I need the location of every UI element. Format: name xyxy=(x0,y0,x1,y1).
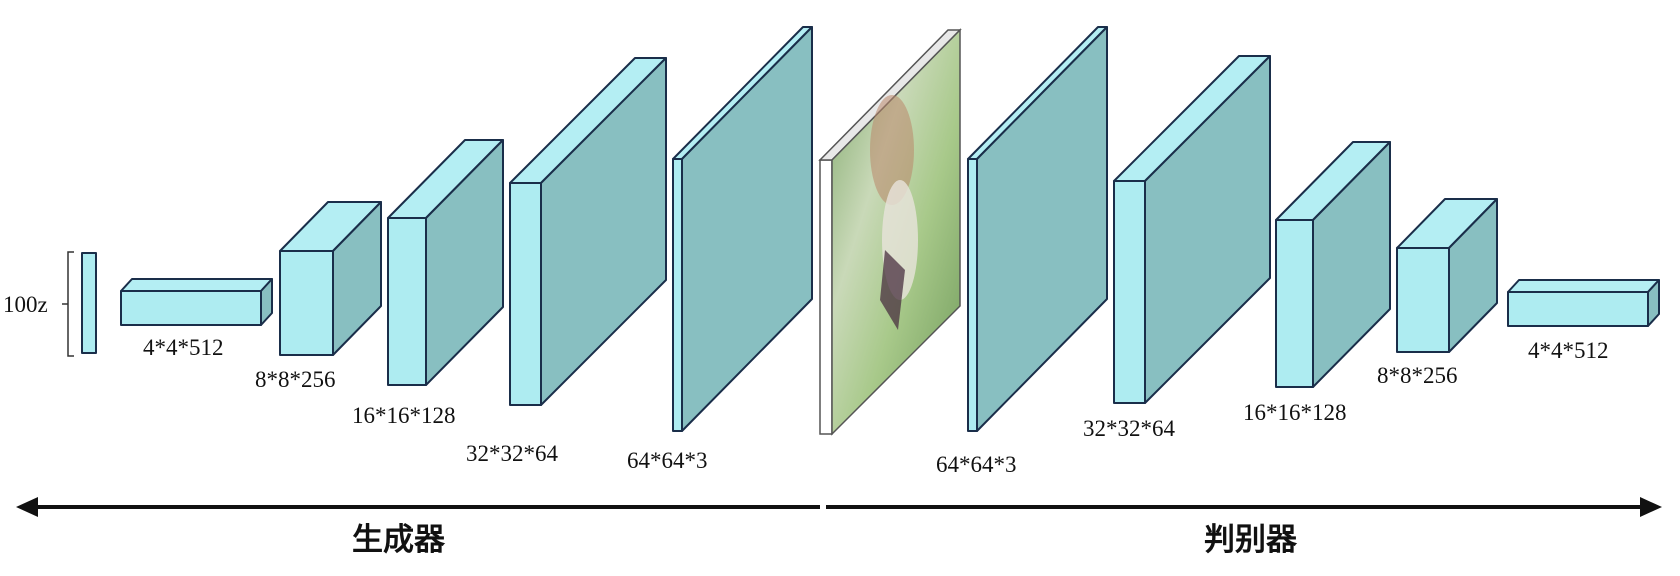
gen-layer-2-block xyxy=(279,201,382,356)
gen-layer-1-block xyxy=(120,278,273,326)
gen-layer-4-label: 32*32*64 xyxy=(466,441,559,466)
disc-layer-2-block xyxy=(1113,55,1271,404)
gen-layer-5-label: 64*64*3 xyxy=(627,448,708,473)
discriminator-layers xyxy=(967,26,1660,432)
generator-layers xyxy=(120,26,813,432)
disc-layer-2-label: 32*32*64 xyxy=(1083,416,1176,441)
input-bracket xyxy=(67,251,74,357)
gen-layer-3-label: 16*16*128 xyxy=(352,403,456,428)
generator-layer-labels: 4*4*512 8*8*256 16*16*128 32*32*64 64*64… xyxy=(143,335,708,473)
input-label: 100z xyxy=(3,292,48,317)
gen-layer-5-block xyxy=(672,26,813,432)
generator-arrow xyxy=(16,497,820,517)
arrow-right-head-icon xyxy=(1640,497,1662,517)
disc-layer-1-label: 64*64*3 xyxy=(936,452,1017,477)
disc-layer-4-label: 8*8*256 xyxy=(1377,363,1458,388)
gen-layer-3-block xyxy=(387,139,504,386)
disc-layer-5-block xyxy=(1507,279,1660,327)
gen-layer-1-label: 4*4*512 xyxy=(143,335,224,360)
disc-layer-1-block xyxy=(967,26,1108,432)
discriminator-layer-labels: 64*64*3 32*32*64 16*16*128 8*8*256 4*4*5… xyxy=(936,338,1609,477)
discriminator-arrow xyxy=(826,497,1662,517)
disc-layer-4-block xyxy=(1396,198,1498,353)
gen-layer-2-label: 8*8*256 xyxy=(255,367,336,392)
gen-layer-4-block xyxy=(509,57,667,406)
generator-title: 生成器 xyxy=(352,522,446,558)
generated-image xyxy=(818,28,962,436)
arrow-left-head-icon xyxy=(16,497,38,517)
disc-layer-3-label: 16*16*128 xyxy=(1243,400,1347,425)
disc-layer-5-label: 4*4*512 xyxy=(1528,338,1609,363)
disc-layer-3-block xyxy=(1275,141,1391,388)
z-vector-block xyxy=(81,252,97,354)
discriminator-title: 判别器 xyxy=(1204,522,1298,558)
input-vector: 100z xyxy=(3,251,97,357)
